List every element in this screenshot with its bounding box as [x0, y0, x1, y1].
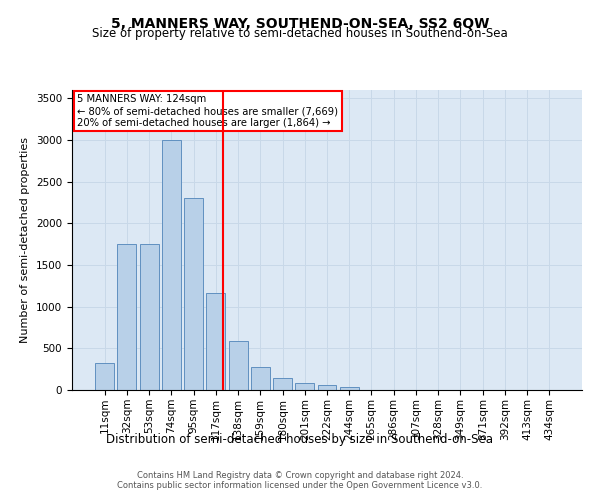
Bar: [229, 341, 248, 390]
Bar: [206, 292, 225, 390]
Text: Size of property relative to semi-detached houses in Southend-on-Sea: Size of property relative to semi-detach…: [92, 28, 508, 40]
Bar: [340, 386, 359, 390]
Bar: [295, 382, 314, 390]
Bar: [317, 386, 337, 390]
Text: Distribution of semi-detached houses by size in Southend-on-Sea: Distribution of semi-detached houses by …: [107, 432, 493, 446]
Bar: [140, 244, 158, 390]
Text: 5 MANNERS WAY: 124sqm
← 80% of semi-detached houses are smaller (7,669)
20% of s: 5 MANNERS WAY: 124sqm ← 80% of semi-deta…: [77, 94, 338, 128]
Bar: [118, 244, 136, 390]
Bar: [95, 364, 114, 390]
Y-axis label: Number of semi-detached properties: Number of semi-detached properties: [20, 137, 31, 343]
Bar: [273, 378, 292, 390]
Text: Contains HM Land Registry data © Crown copyright and database right 2024.
Contai: Contains HM Land Registry data © Crown c…: [118, 470, 482, 490]
Bar: [162, 140, 181, 390]
Bar: [184, 198, 203, 390]
Text: 5, MANNERS WAY, SOUTHEND-ON-SEA, SS2 6QW: 5, MANNERS WAY, SOUTHEND-ON-SEA, SS2 6QW: [111, 18, 489, 32]
Bar: [251, 366, 270, 390]
